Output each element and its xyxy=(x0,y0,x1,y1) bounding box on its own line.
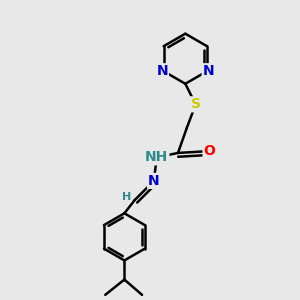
Text: S: S xyxy=(190,98,201,111)
Text: N: N xyxy=(203,64,214,78)
Text: O: O xyxy=(203,145,215,158)
Text: NH: NH xyxy=(145,150,168,164)
Text: N: N xyxy=(156,64,168,78)
Text: H: H xyxy=(122,191,131,202)
Text: N: N xyxy=(148,174,160,188)
